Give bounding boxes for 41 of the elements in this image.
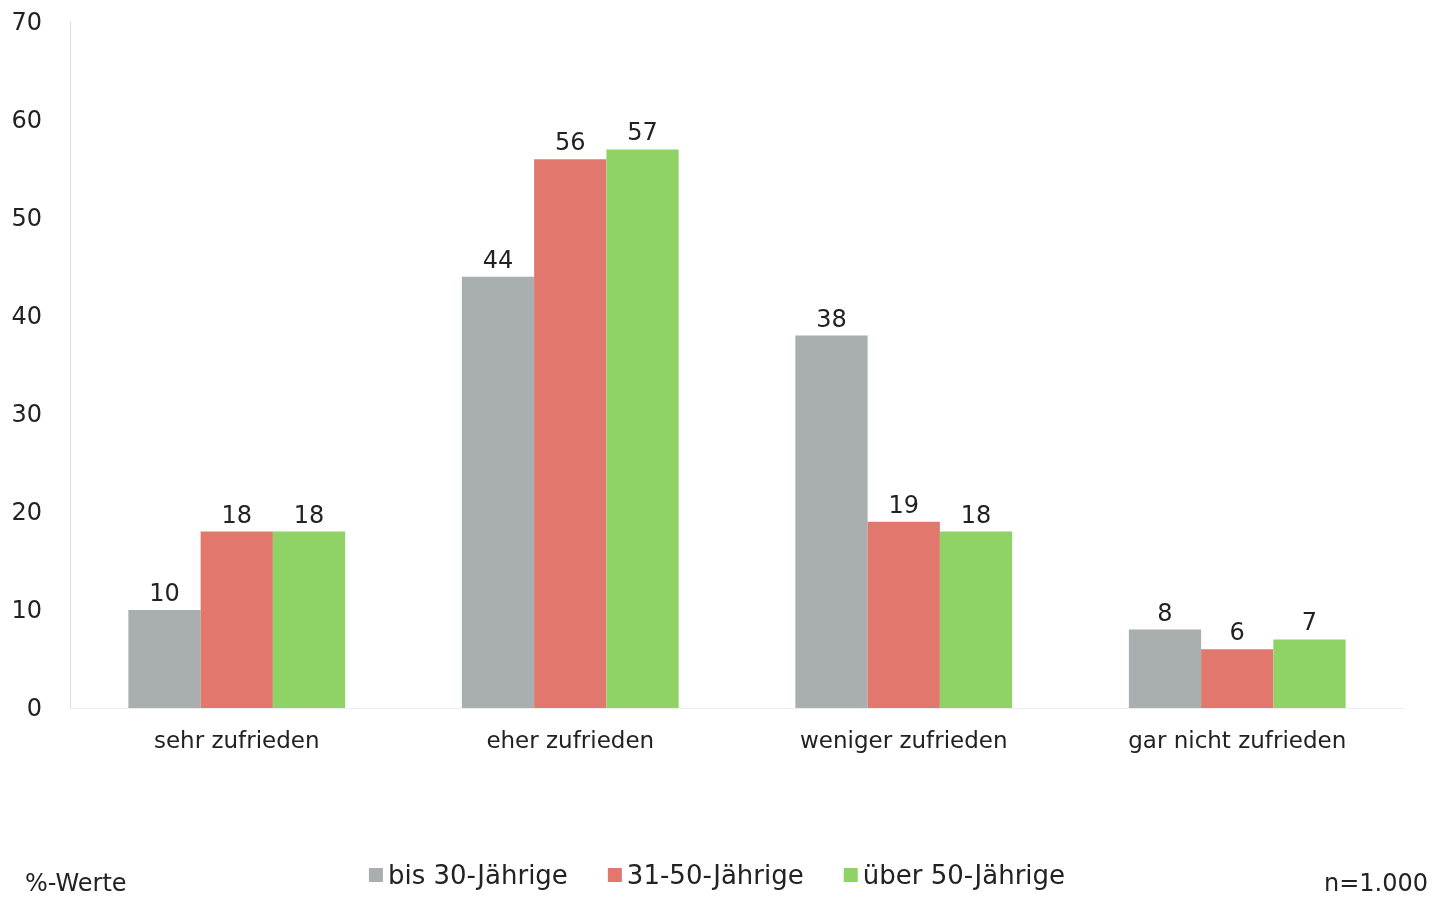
bar [272,531,346,708]
data-label: 19 [888,490,920,519]
bar [1273,639,1346,708]
x-tick-label: weniger zufrieden [799,726,1008,753]
bar [461,276,535,708]
y-tick-label: 40 [11,302,42,330]
data-label: 18 [293,500,325,529]
data-label: 8 [1157,598,1173,627]
data-label: 10 [149,579,180,607]
y-tick-label: 30 [11,400,42,428]
legend-label: 31-50-Jährige [626,860,804,890]
bar [795,335,868,708]
bar [606,149,679,708]
legend-label: über 50-Jährige [862,860,1066,890]
bar [867,521,940,708]
text: n=1.000 [1323,869,1428,897]
data-label: 38 [816,304,847,333]
y-tick-label: 60 [11,106,42,134]
data-label: 18 [960,500,992,529]
bar [534,159,607,708]
legend-label: bis 30-Jährige [387,860,568,890]
y-tick-label: 10 [11,596,42,624]
bar [200,531,273,708]
data-label: 18 [221,500,253,529]
data-label: 6 [1229,618,1245,647]
x-tick-label: sehr zufrieden [153,726,320,753]
data-label: 57 [627,118,658,147]
y-tick-label: 0 [26,694,42,722]
bar [1201,649,1274,708]
bar [128,610,201,708]
bar [1128,629,1202,708]
y-tick-label: 20 [11,498,42,526]
x-tick-label: gar nicht zufrieden [1128,726,1347,753]
y-tick-label: 50 [11,204,42,232]
bar [939,531,1013,708]
data-label: 56 [554,128,586,157]
text: %-Werte [25,869,127,897]
data-label: 44 [482,245,514,274]
y-tick-label: 70 [11,8,42,36]
data-label: 7 [1301,608,1318,637]
x-tick-label: eher zufrieden [486,726,655,753]
